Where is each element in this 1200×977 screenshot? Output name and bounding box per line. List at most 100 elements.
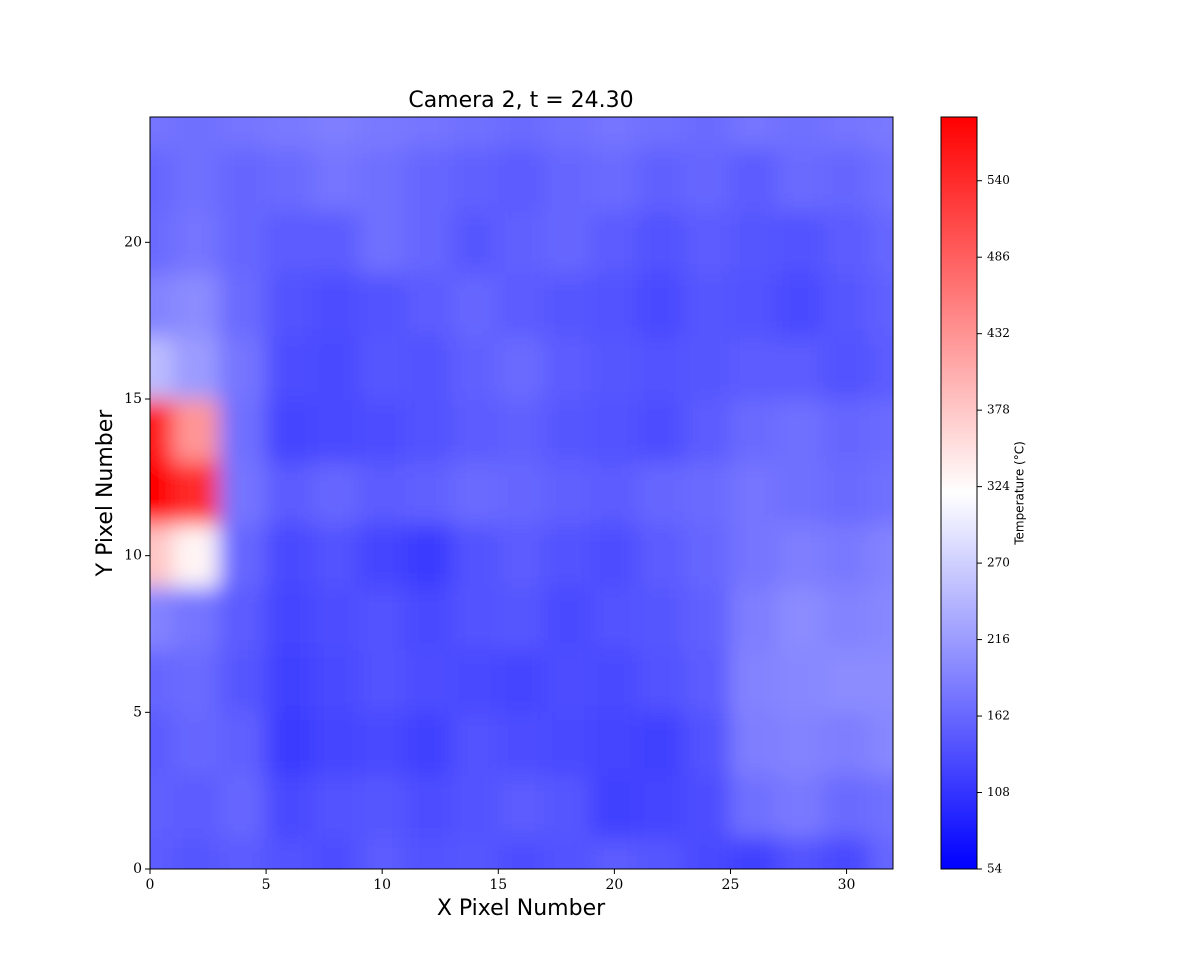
heat-cell bbox=[869, 837, 893, 869]
heat-cell bbox=[312, 117, 360, 149]
heat-cell bbox=[172, 837, 221, 869]
heat-cell bbox=[497, 210, 546, 275]
heat-cell bbox=[544, 523, 592, 588]
heat-cell bbox=[822, 273, 871, 337]
heat-cell bbox=[265, 711, 314, 776]
heat-cell bbox=[219, 586, 267, 651]
heat-cell bbox=[219, 210, 267, 275]
x-tick-label: 10 bbox=[373, 877, 391, 893]
heat-cell bbox=[637, 461, 685, 525]
heat-cell bbox=[869, 147, 893, 212]
heat-cell bbox=[776, 837, 824, 869]
heat-cell bbox=[729, 586, 778, 651]
heat-cell bbox=[869, 649, 893, 713]
heat-cell bbox=[150, 586, 174, 651]
heat-cell bbox=[172, 649, 221, 713]
heat-cell bbox=[219, 711, 267, 776]
y-tick-label: 10 bbox=[124, 548, 142, 564]
plot-area bbox=[150, 117, 893, 869]
x-tick-label: 0 bbox=[146, 877, 155, 893]
heat-cell bbox=[265, 147, 314, 212]
heat-cell bbox=[172, 398, 221, 463]
heat-cell bbox=[590, 335, 639, 400]
heat-cell bbox=[172, 711, 221, 776]
heat-cell bbox=[729, 774, 778, 839]
heat-cell bbox=[150, 335, 174, 400]
heat-cell bbox=[451, 398, 499, 463]
heat-cell bbox=[150, 837, 174, 869]
heat-cell bbox=[683, 523, 731, 588]
heat-cell bbox=[869, 774, 893, 839]
heat-cell bbox=[358, 210, 406, 275]
heat-cell bbox=[451, 523, 499, 588]
heat-cell bbox=[683, 273, 731, 337]
colorbar-tick-label: 108 bbox=[987, 785, 1010, 799]
heat-cell bbox=[497, 147, 546, 212]
heat-cell bbox=[497, 273, 546, 337]
heat-cell bbox=[312, 586, 360, 651]
heat-cell bbox=[265, 837, 314, 869]
heat-cell bbox=[683, 649, 731, 713]
heat-cell bbox=[590, 210, 639, 275]
colorbar-tick-label: 432 bbox=[987, 326, 1010, 340]
heat-cell bbox=[265, 398, 314, 463]
heat-cell bbox=[544, 335, 592, 400]
heat-cell bbox=[637, 649, 685, 713]
heat-cell bbox=[590, 523, 639, 588]
heat-cell bbox=[590, 147, 639, 212]
heat-cell bbox=[219, 117, 267, 149]
heat-cell bbox=[729, 117, 778, 149]
heat-cell bbox=[265, 273, 314, 337]
heatmap bbox=[150, 117, 893, 869]
heat-cell bbox=[404, 649, 453, 713]
heat-cell bbox=[869, 586, 893, 651]
heat-cell bbox=[729, 649, 778, 713]
heat-cell bbox=[451, 461, 499, 525]
heat-cell bbox=[869, 273, 893, 337]
heat-cell bbox=[776, 523, 824, 588]
x-tick-label: 5 bbox=[262, 877, 271, 893]
heat-cell bbox=[683, 335, 731, 400]
heat-cell bbox=[172, 586, 221, 651]
heat-cell bbox=[822, 210, 871, 275]
heat-cell bbox=[683, 210, 731, 275]
plot-frame bbox=[149, 116, 894, 870]
heat-cell bbox=[776, 649, 824, 713]
colorbar-tick-label: 378 bbox=[987, 403, 1010, 417]
heat-cell bbox=[776, 774, 824, 839]
heat-cell bbox=[869, 117, 893, 149]
y-axis-label: Y Pixel Number bbox=[93, 409, 118, 578]
heat-cell bbox=[590, 837, 639, 869]
heat-cell bbox=[869, 210, 893, 275]
x-tick-label: 30 bbox=[838, 877, 856, 893]
heat-cell bbox=[822, 147, 871, 212]
heat-cell bbox=[312, 273, 360, 337]
heat-cell bbox=[637, 711, 685, 776]
heat-cell bbox=[544, 117, 592, 149]
heat-cell bbox=[312, 711, 360, 776]
heat-cell bbox=[590, 586, 639, 651]
heat-cell bbox=[358, 774, 406, 839]
heat-cell bbox=[219, 523, 267, 588]
heat-cell bbox=[822, 335, 871, 400]
heat-cell bbox=[265, 117, 314, 149]
colorbar-tick-label: 216 bbox=[987, 632, 1010, 646]
heat-cell bbox=[312, 461, 360, 525]
heat-cell bbox=[172, 147, 221, 212]
heat-cell bbox=[683, 461, 731, 525]
heat-cell bbox=[219, 774, 267, 839]
heat-cell bbox=[590, 649, 639, 713]
heat-cell bbox=[637, 586, 685, 651]
heat-cell bbox=[590, 398, 639, 463]
heat-cell bbox=[312, 210, 360, 275]
heat-cell bbox=[729, 837, 778, 869]
heat-cell bbox=[544, 837, 592, 869]
heat-cell bbox=[404, 461, 453, 525]
x-axis-label: X Pixel Number bbox=[437, 896, 606, 921]
heat-cell bbox=[497, 117, 546, 149]
heat-cell bbox=[776, 586, 824, 651]
heat-cell bbox=[404, 398, 453, 463]
heat-cell bbox=[404, 273, 453, 337]
heat-cell bbox=[497, 461, 546, 525]
